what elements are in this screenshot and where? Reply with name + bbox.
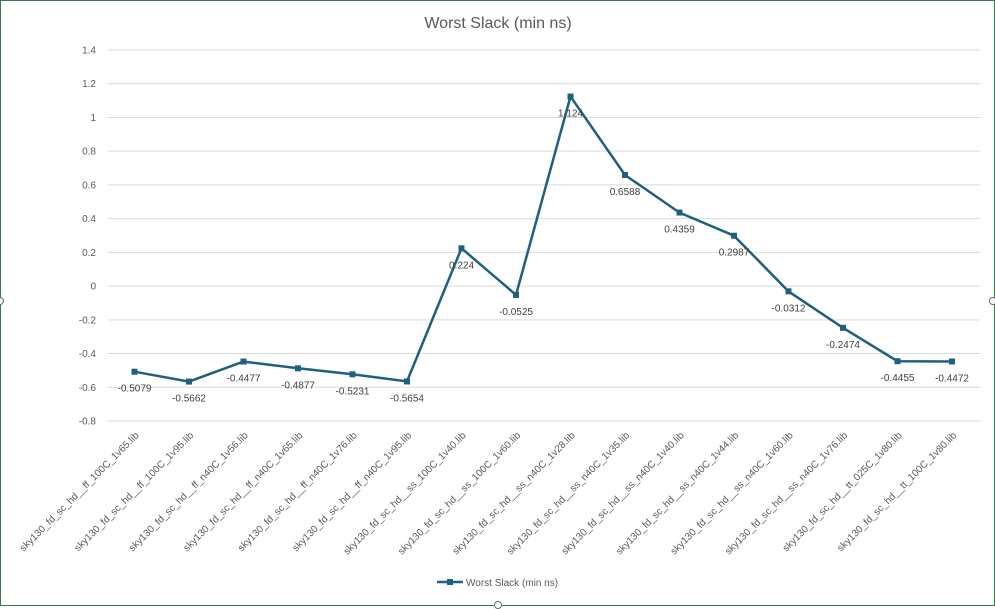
data-label: 0.4359: [664, 225, 695, 236]
y-tick-label: 0.2: [82, 248, 96, 259]
data-point-marker[interactable]: [186, 378, 192, 385]
data-label: -0.4472: [935, 374, 969, 385]
y-tick-label: 1.2: [82, 79, 96, 90]
x-tick-label: sky130_fd_sc_hd__ff_100C_1v95.lib: [72, 430, 196, 554]
y-tick-label: 0.8: [82, 147, 96, 158]
data-point-marker[interactable]: [458, 245, 465, 252]
x-tick-label: sky130_fd_sc_hd__ff_100C_1v65.lib: [18, 430, 142, 554]
data-labels: -0.5079 -0.5662 -0.4477 -0.4877 -0.5231 -0.56…: [118, 109, 970, 405]
y-tick-label: -0.8: [79, 417, 97, 428]
data-label: -0.4877: [281, 380, 315, 391]
x-tick-label: sky130_fd_sc_hd__ss_n40C_1v60.lib: [669, 430, 796, 557]
y-tick-label: -0.4: [79, 349, 97, 360]
data-point-marker[interactable]: [949, 358, 955, 365]
x-tick-label: sky130_fd_sc_hd__tt_025C_1v80.lib: [781, 430, 905, 554]
x-tick-label: sky130_fd_sc_hd__ff_n40C_1v56.lib: [127, 430, 251, 554]
data-point-marker[interactable]: [240, 358, 247, 365]
data-label: -0.0312: [772, 303, 806, 314]
legend-label: Worst Slack (min ns): [466, 578, 558, 589]
legend-marker-swatch: [447, 579, 453, 585]
data-label: -0.0525: [499, 307, 533, 318]
data-label: 0.224: [449, 260, 474, 271]
data-point-marker[interactable]: [567, 93, 574, 100]
y-tick-label: -0.2: [79, 315, 97, 326]
y-tick-label: -0.6: [79, 383, 97, 394]
data-label: -0.5079: [118, 384, 152, 395]
x-tick-label: sky130_fd_sc_hd__ss_100C_1v40.lib: [342, 430, 469, 557]
x-tick-label: sky130_fd_sc_hd__ss_n40C_1v44.lib: [614, 430, 741, 557]
x-tick-label: sky130_fd_sc_hd__ff_n40C_1v95.lib: [290, 430, 414, 554]
resize-handle-right[interactable]: [989, 297, 995, 305]
x-axis: sky130_fd_sc_hd__ff_100C_1v65.libsky130_…: [18, 430, 959, 557]
legend[interactable]: Worst Slack (min ns): [437, 578, 558, 589]
data-label: -0.2474: [826, 340, 860, 351]
data-label: -0.5654: [390, 393, 424, 404]
data-label: -0.4455: [881, 373, 915, 384]
chart-title: Worst Slack (min ns): [424, 15, 571, 32]
series-markers: [131, 93, 955, 385]
data-point-marker[interactable]: [676, 209, 683, 216]
x-tick-label: sky130_fd_sc_hd__ss_n40C_1v35.lib: [505, 430, 632, 557]
data-point-marker[interactable]: [131, 368, 138, 375]
x-tick-label: sky130_fd_sc_hd__ss_n40C_1v76.lib: [723, 430, 850, 557]
data-point-marker[interactable]: [894, 358, 901, 365]
series-line[interactable]: [134, 95, 953, 383]
y-tick-label: 1.4: [82, 46, 96, 57]
data-label: 0.6588: [610, 187, 641, 198]
data-label: -0.5231: [336, 386, 370, 397]
x-tick-label: sky130_fd_sc_hd__ff_n40C_1v65.lib: [181, 430, 305, 554]
y-axis: 1.4 1.2 1 0.8 0.6 0.4 0.2 0 -0.2 -0.4 -0.6 -0.8: [79, 46, 97, 428]
data-point-marker[interactable]: [840, 324, 846, 331]
x-tick-label: sky130_fd_sc_hd__ss_n40C_1v28.lib: [451, 430, 578, 557]
data-point-marker[interactable]: [731, 232, 737, 239]
y-tick-label: 1: [90, 113, 96, 124]
data-point-marker[interactable]: [513, 291, 519, 298]
data-point-marker[interactable]: [785, 288, 792, 295]
x-tick-label: sky130_fd_sc_hd__ff_n40C_1v76.lib: [236, 430, 360, 554]
gridlines: [108, 49, 980, 422]
y-tick-label: 0.6: [82, 180, 96, 191]
y-tick-label: 0.4: [82, 214, 96, 225]
x-tick-label: sky130_fd_sc_hd__tt_100C_1v80.lib: [835, 430, 959, 554]
data-label: -0.4477: [227, 374, 261, 385]
data-label: -0.5662: [172, 394, 206, 405]
x-tick-label: sky130_fd_sc_hd__ss_n40C_1v40.lib: [560, 430, 687, 557]
data-label: 1.124: [558, 109, 583, 120]
y-tick-label: 0: [90, 282, 96, 293]
x-tick-label: sky130_fd_sc_hd__ss_100C_1v60.lib: [396, 430, 523, 557]
data-point-marker[interactable]: [295, 365, 301, 372]
data-point-marker[interactable]: [349, 371, 356, 378]
data-point-marker[interactable]: [622, 171, 628, 178]
data-label: 0.2987: [719, 248, 750, 259]
data-point-marker[interactable]: [404, 378, 410, 385]
